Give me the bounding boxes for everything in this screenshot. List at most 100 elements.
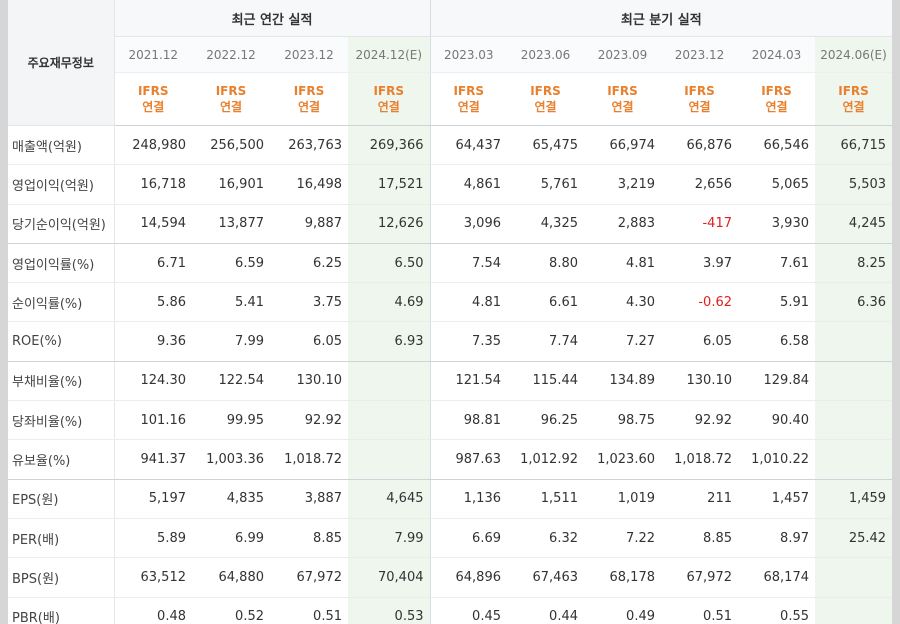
value-cell: 7.61 (738, 243, 815, 284)
value-cell: 9.36 (114, 321, 192, 362)
value-cell: 1,019 (584, 479, 661, 519)
table-row: BPS(원) 63,512 64,880 67,972 70,404 64,896 67,4… (8, 557, 892, 598)
value-cell: 121.54 (429, 361, 507, 402)
period-header: 2021.12 (114, 36, 192, 73)
row-label: ROE(%) (8, 321, 115, 362)
value-cell: 67,463 (507, 557, 584, 598)
row-label: 부채비율(%) (8, 361, 115, 402)
value-cell: 66,546 (738, 125, 815, 166)
header-group-row: 주요재무정보 최근 연간 실적 최근 분기 실적 (8, 0, 892, 126)
value-cell: 5.86 (114, 282, 192, 323)
table-row: 당기순이익(억원) 14,594 13,877 9,887 12,626 3,096 4,3… (8, 204, 892, 244)
value-cell: 7.27 (584, 321, 661, 362)
value-cell: 3,887 (270, 479, 348, 519)
value-cell: 1,012.92 (507, 439, 584, 480)
row-label: BPS(원) (8, 557, 115, 598)
ifrs-label: IFRS 연결 (270, 72, 348, 126)
value-cell: 211 (661, 479, 738, 519)
value-cell: 1,459 (815, 479, 892, 519)
table-row: 유보율(%) 941.37 1,003.36 1,018.72 987.63 1,012.… (8, 439, 892, 480)
value-cell: 17,521 (348, 164, 430, 205)
value-cell: 263,763 (270, 125, 348, 166)
value-cell: 8.80 (507, 243, 584, 284)
value-cell: 8.25 (815, 243, 892, 284)
table-row: 매출액(억원) 248,980 256,500 263,763 269,366 64,43… (8, 125, 892, 166)
value-cell: 129.84 (738, 361, 815, 402)
value-cell: 6.93 (348, 321, 430, 362)
value-cell: 1,023.60 (584, 439, 661, 480)
period-header: 2023.06 (507, 36, 584, 73)
table-row: 순이익률(%) 5.86 5.41 3.75 4.69 4.81 6.61 4.30 -0.62… (8, 282, 892, 323)
value-cell: 248,980 (114, 125, 192, 166)
value-cell: 92.92 (270, 400, 348, 441)
value-cell: 0.44 (507, 597, 584, 624)
value-cell: 90.40 (738, 400, 815, 441)
value-cell: 16,498 (270, 164, 348, 205)
row-label: 순이익률(%) (8, 282, 115, 323)
value-cell: 115.44 (507, 361, 584, 402)
ifrs-label: IFRS 연결 (429, 72, 507, 126)
value-cell: 4,245 (815, 204, 892, 244)
financial-table-frame: 주요재무정보 최근 연간 실적 최근 분기 실적 2021.12 2022.12 2… (8, 0, 892, 624)
value-cell: 8.85 (661, 518, 738, 559)
row-label: 영업이익률(%) (8, 243, 115, 284)
ifrs-label: IFRS 연결 (114, 72, 192, 126)
value-cell: 12,626 (348, 204, 430, 244)
ifrs-consolidated-label: 연결 (219, 100, 243, 114)
value-cell: 67,972 (270, 557, 348, 598)
annual-group-header: 최근 연간 실적 (114, 0, 430, 37)
value-cell: 0.49 (584, 597, 661, 624)
value-cell: 3,219 (584, 164, 661, 205)
value-cell: 4.81 (429, 282, 507, 323)
table-row: 당좌비율(%) 101.16 99.95 92.92 98.81 96.25 98.75 92… (8, 400, 892, 441)
row-label: 영업이익(억원) (8, 164, 115, 205)
ifrs-label: IFRS 연결 (584, 72, 661, 126)
table-row: EPS(원) 5,197 4,835 3,887 4,645 1,136 1,511 1,01… (8, 479, 892, 519)
value-cell: 6.59 (192, 243, 270, 284)
ifrs-standard-label: IFRS (453, 84, 485, 98)
financial-summary-table: 주요재무정보 최근 연간 실적 최근 분기 실적 2021.12 2022.12 2… (8, 0, 892, 624)
row-label-header: 주요재무정보 (8, 0, 115, 126)
value-cell: 7.22 (584, 518, 661, 559)
period-header: 2024.12(E) (348, 36, 430, 73)
value-cell: 1,018.72 (270, 439, 348, 480)
ifrs-consolidated-label: 연결 (765, 100, 788, 114)
value-cell (815, 361, 892, 402)
ifrs-consolidated-label: 연결 (377, 100, 400, 114)
value-cell: 9,887 (270, 204, 348, 244)
value-cell: 66,715 (815, 125, 892, 166)
value-cell: 67,972 (661, 557, 738, 598)
value-cell: 6.25 (270, 243, 348, 284)
value-cell: 64,437 (429, 125, 507, 166)
value-cell: 14,594 (114, 204, 192, 244)
ifrs-standard-label: IFRS (530, 84, 561, 98)
value-cell: 1,010.22 (738, 439, 815, 480)
value-cell: 4,645 (348, 479, 430, 519)
value-cell: 0.45 (429, 597, 507, 624)
value-cell: 1,136 (429, 479, 507, 519)
value-cell: 1,511 (507, 479, 584, 519)
value-cell: 4.81 (584, 243, 661, 284)
value-cell: 256,500 (192, 125, 270, 166)
value-cell: 6.32 (507, 518, 584, 559)
value-cell (348, 400, 430, 441)
value-cell: 987.63 (429, 439, 507, 480)
period-header: 2023.12 (270, 36, 348, 73)
value-cell (815, 557, 892, 598)
value-cell: 8.97 (738, 518, 815, 559)
row-label: 매출액(억원) (8, 125, 115, 166)
value-cell (348, 361, 430, 402)
ifrs-label: IFRS 연결 (661, 72, 738, 126)
value-cell: 6.50 (348, 243, 430, 284)
value-cell: 7.99 (348, 518, 430, 559)
ifrs-consolidated-label: 연결 (457, 100, 480, 114)
table-row: 영업이익(억원) 16,718 16,901 16,498 17,521 4,861 5,7… (8, 164, 892, 205)
value-cell: 4,861 (429, 164, 507, 205)
value-cell: 98.81 (429, 400, 507, 441)
ifrs-label: IFRS 연결 (507, 72, 584, 126)
value-cell: 68,174 (738, 557, 815, 598)
value-cell: 6.99 (192, 518, 270, 559)
ifrs-standard-label: IFRS (215, 84, 247, 98)
ifrs-consolidated-label: 연결 (611, 100, 634, 114)
value-cell: 68,178 (584, 557, 661, 598)
